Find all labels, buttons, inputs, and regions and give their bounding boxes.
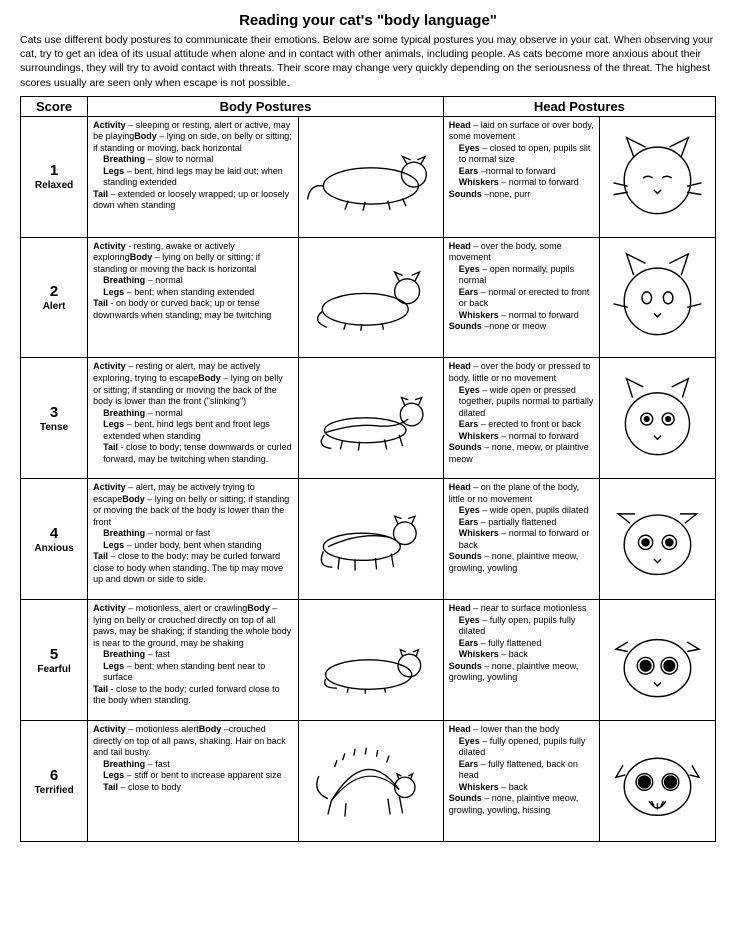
intro-text: Cats use different body postures to comm…: [20, 33, 716, 90]
score-label: Terrified: [34, 785, 73, 796]
body-illustration: [298, 600, 443, 721]
body-desc: Activity – resting or alert, may be acti…: [88, 358, 299, 479]
head-desc: Head – lower than the bodyEyes – fully o…: [443, 721, 599, 842]
score-number: 2: [26, 283, 82, 300]
body-illustration: [298, 237, 443, 358]
score-number: 3: [26, 404, 82, 421]
score-cell: 2Alert: [21, 237, 88, 358]
table-row: 6TerrifiedActivity – motionless alertBod…: [21, 721, 716, 842]
body-desc: Activity – alert, may be actively trying…: [88, 479, 299, 600]
score-cell: 4Anxious: [21, 479, 88, 600]
score-number: 5: [26, 646, 82, 663]
score-number: 6: [26, 767, 82, 784]
head-desc: Head – over the body, some movementEyes …: [443, 237, 599, 358]
body-desc: Activity – sleeping or resting, alert or…: [88, 116, 299, 237]
score-label: Tense: [40, 422, 68, 433]
table-row: 3TenseActivity – resting or alert, may b…: [21, 358, 716, 479]
table-row: 1RelaxedActivity – sleeping or resting, …: [21, 116, 716, 237]
score-label: Alert: [43, 301, 66, 312]
body-illustration: [298, 721, 443, 842]
body-desc: Activity - resting, awake or actively ex…: [88, 237, 299, 358]
score-label: Relaxed: [35, 180, 73, 191]
body-illustration: [298, 479, 443, 600]
head-illustration: [600, 721, 716, 842]
body-desc: Activity – motionless, alert or crawling…: [88, 600, 299, 721]
table-row: 2AlertActivity - resting, awake or activ…: [21, 237, 716, 358]
table-row: 5FearfulActivity – motionless, alert or …: [21, 600, 716, 721]
body-illustration: [298, 358, 443, 479]
page-title: Reading your cat's "body language": [20, 12, 716, 29]
posture-table: Score Body Postures Head Postures 1Relax…: [20, 96, 716, 842]
score-cell: 5Fearful: [21, 600, 88, 721]
body-illustration: [298, 116, 443, 237]
head-desc: Head – over the body or pressed to body,…: [443, 358, 599, 479]
head-illustration: [600, 237, 716, 358]
head-desc: Head – laid on surface or over body, som…: [443, 116, 599, 237]
head-desc: Head – on the plane of the body, little …: [443, 479, 599, 600]
score-label: Fearful: [37, 664, 70, 675]
head-desc: Head – near to surface motionlessEyes – …: [443, 600, 599, 721]
head-illustration: [600, 116, 716, 237]
body-desc: Activity – motionless alertBody –crouche…: [88, 721, 299, 842]
score-number: 1: [26, 162, 82, 179]
header-body: Body Postures: [88, 96, 444, 116]
head-illustration: [600, 600, 716, 721]
score-label: Anxious: [34, 543, 73, 554]
score-cell: 3Tense: [21, 358, 88, 479]
header-score: Score: [21, 96, 88, 116]
score-number: 4: [26, 525, 82, 542]
head-illustration: [600, 479, 716, 600]
header-head: Head Postures: [443, 96, 715, 116]
table-row: 4AnxiousActivity – alert, may be activel…: [21, 479, 716, 600]
score-cell: 6Terrified: [21, 721, 88, 842]
score-cell: 1Relaxed: [21, 116, 88, 237]
head-illustration: [600, 358, 716, 479]
